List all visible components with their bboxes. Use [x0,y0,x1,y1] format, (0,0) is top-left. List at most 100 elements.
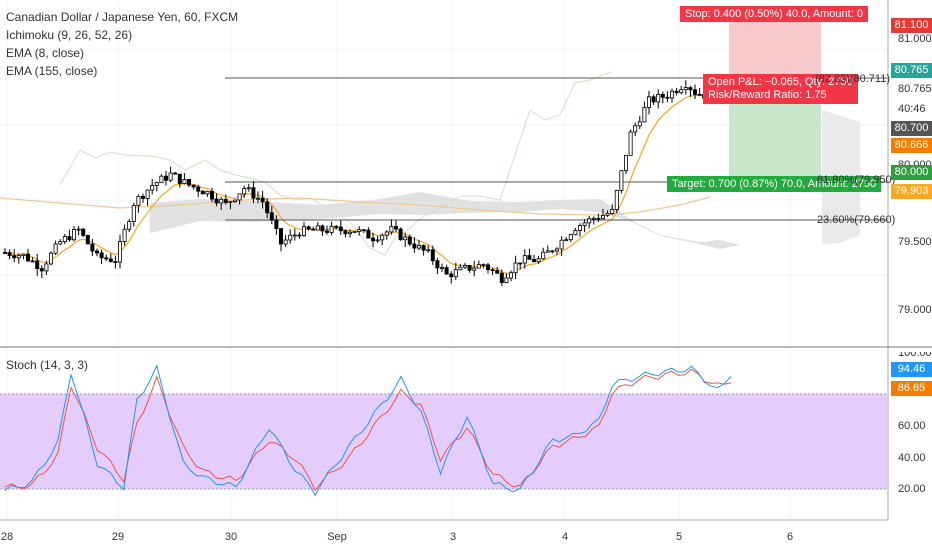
candle-body[interactable] [679,89,684,94]
candle-body[interactable] [601,214,606,220]
candle-body[interactable] [159,175,164,184]
candle-body[interactable] [154,182,159,186]
candle-body[interactable] [76,228,81,231]
candle-body[interactable] [265,201,270,214]
candle-body[interactable] [237,193,242,201]
candle-body[interactable] [633,125,638,133]
candle-body[interactable] [605,213,610,216]
candle-body[interactable] [375,239,380,242]
candle-body[interactable] [131,205,136,222]
candle-body[interactable] [564,239,569,242]
candle-body[interactable] [389,226,394,233]
candle-body[interactable] [481,264,486,266]
candle-body[interactable] [306,226,311,230]
stop-label[interactable]: Stop: 0.400 (0.50%) 40.0, Amount: 0 [680,6,868,22]
indicator-ichimoku[interactable]: Ichimoku (9, 26, 52, 26) [6,28,133,42]
candle-body[interactable] [384,231,389,236]
candle-body[interactable] [380,234,385,241]
candle-body[interactable] [688,87,693,91]
candle-body[interactable] [301,226,306,236]
candle-body[interactable] [108,258,113,263]
candle-body[interactable] [168,172,173,181]
candle-body[interactable] [338,226,343,232]
candle-body[interactable] [628,131,633,156]
candle-body[interactable] [127,221,132,230]
candle-body[interactable] [53,243,58,254]
candle-body[interactable] [315,225,320,231]
candle-body[interactable] [347,231,352,235]
candle-body[interactable] [403,236,408,241]
candle-body[interactable] [81,228,86,236]
candle-body[interactable] [329,225,334,233]
candle-body[interactable] [228,201,233,204]
candle-body[interactable] [476,264,481,269]
candle-body[interactable] [596,217,601,220]
candle-body[interactable] [232,199,237,203]
candle-body[interactable] [656,93,661,103]
candle-body[interactable] [35,260,40,269]
candle-body[interactable] [7,252,12,256]
candle-body[interactable] [458,266,463,271]
candle-body[interactable] [472,267,477,271]
candle-body[interactable] [591,217,596,220]
candle-body[interactable] [85,234,90,245]
stop-loss-zone[interactable] [729,15,821,79]
candle-body[interactable] [118,241,123,263]
candle-body[interactable] [269,212,274,221]
candle-body[interactable] [297,234,302,237]
candle-body[interactable] [619,170,624,191]
candle-body[interactable] [311,228,316,231]
candle-body[interactable] [49,252,54,265]
candle-body[interactable] [104,257,109,260]
candle-body[interactable] [21,253,26,256]
candle-body[interactable] [393,226,398,230]
candle-body[interactable] [58,241,63,245]
candle-body[interactable] [614,190,619,210]
candle-body[interactable] [674,90,679,94]
candle-body[interactable] [665,96,670,99]
candle-body[interactable] [3,252,8,254]
candle-body[interactable] [522,255,527,264]
stoch-title[interactable]: Stoch (14, 3, 3) [6,358,89,372]
candle-body[interactable] [200,190,205,195]
candle-body[interactable] [508,272,513,279]
candle-body[interactable] [642,107,647,123]
candle-body[interactable] [444,267,449,275]
candle-body[interactable] [343,230,348,235]
candle-body[interactable] [683,87,688,91]
candle-body[interactable] [16,255,21,259]
pnl-label[interactable]: Open P&L: −0.065, Qty: 2750 Risk/Reward … [703,74,858,104]
candle-body[interactable] [439,267,444,269]
candle-body[interactable] [177,173,182,184]
candle-body[interactable] [504,277,509,283]
candle-body[interactable] [624,155,629,172]
candle-body[interactable] [651,96,656,103]
candle-body[interactable] [214,198,219,204]
candle-body[interactable] [223,198,228,203]
candle-body[interactable] [555,248,560,252]
candle-body[interactable] [186,178,191,186]
candle-body[interactable] [573,230,578,236]
take-profit-zone[interactable] [729,97,821,182]
candle-body[interactable] [697,93,702,96]
candle-body[interactable] [251,187,256,199]
candle-body[interactable] [582,222,587,226]
candle-body[interactable] [288,234,293,241]
candle-body[interactable] [449,273,454,278]
indicator-ema-8[interactable]: EMA (8, close) [6,46,85,60]
candle-body[interactable] [255,197,260,200]
candle-body[interactable] [467,265,472,271]
candle-body[interactable] [550,250,555,253]
candle-body[interactable] [140,195,145,199]
candle-body[interactable] [122,228,127,242]
candle-body[interactable] [136,195,141,206]
candle-body[interactable] [398,228,403,241]
candle-body[interactable] [39,268,44,272]
candle-body[interactable] [453,269,458,278]
candle-body[interactable] [366,229,371,239]
candle-body[interactable] [209,190,214,200]
candle-body[interactable] [246,187,251,190]
candle-body[interactable] [430,249,435,262]
candle-body[interactable] [416,244,421,249]
